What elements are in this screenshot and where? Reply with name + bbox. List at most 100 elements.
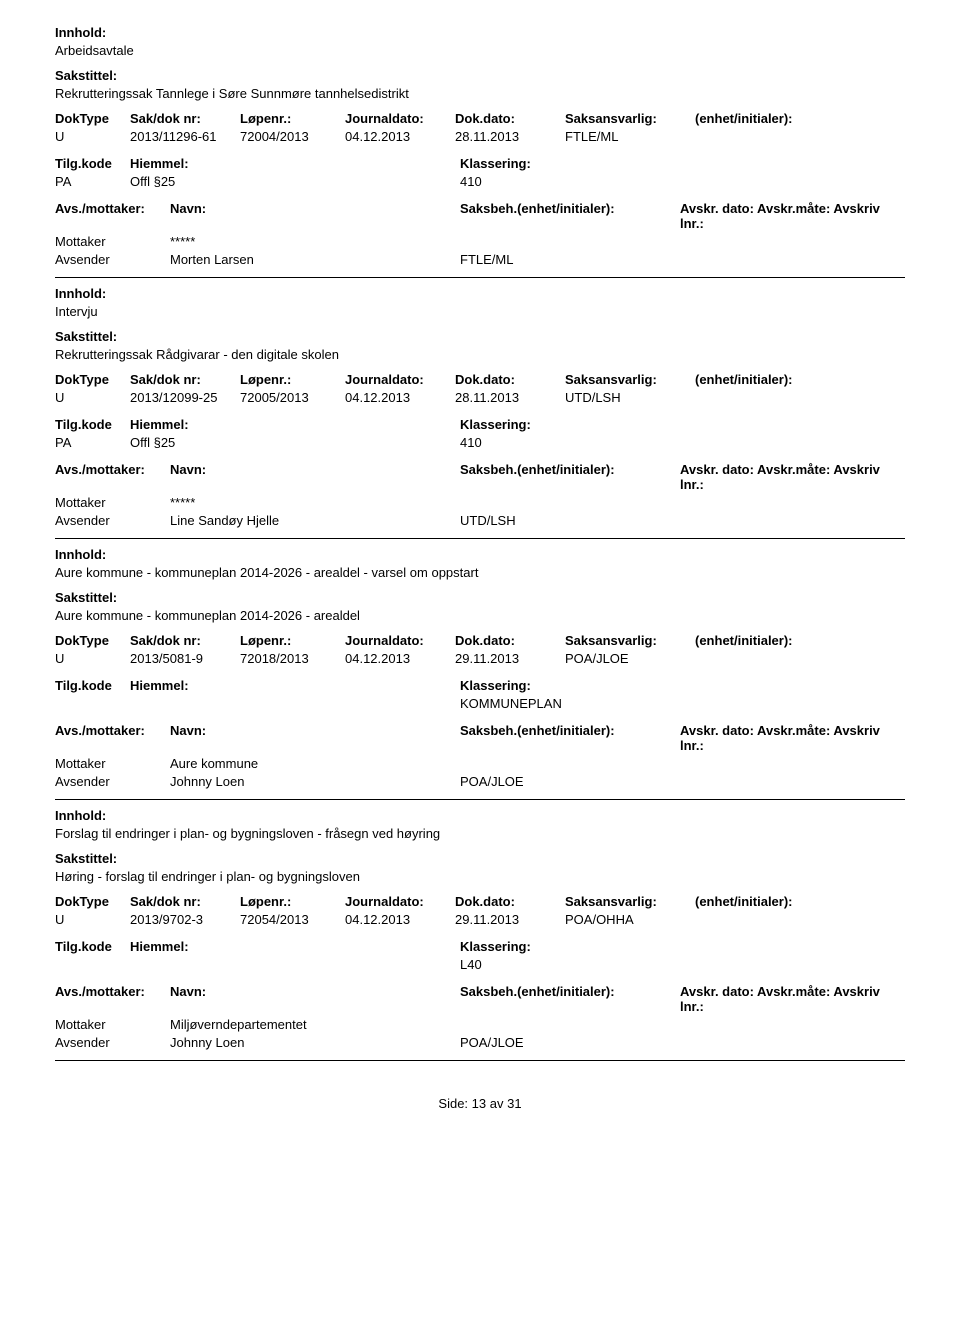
lopenr-header: Løpenr.: bbox=[240, 894, 345, 909]
sakstittel-value: Rekrutteringssak Rådgivarar - den digita… bbox=[55, 347, 905, 362]
doktype-header: DokType bbox=[55, 372, 130, 387]
mottaker-row: Mottaker Aure kommune bbox=[55, 756, 905, 771]
avsender-label: Avsender bbox=[55, 774, 170, 789]
av-label: av bbox=[490, 1096, 504, 1111]
sakdok-value: 2013/9702-3 bbox=[130, 912, 240, 927]
avsender-row: Avsender Johnny Loen POA/JLOE bbox=[55, 774, 905, 789]
record-divider bbox=[55, 277, 905, 278]
navn-header: Navn: bbox=[170, 723, 460, 753]
lopenr-header: Løpenr.: bbox=[240, 633, 345, 648]
lopenr-value: 72018/2013 bbox=[240, 651, 345, 666]
avskr-header: Avskr. dato: Avskr.måte: Avskriv lnr.: bbox=[680, 462, 905, 492]
journal-record: Innhold: Forslag til endringer i plan- o… bbox=[55, 808, 905, 1050]
avsender-saksbeh: POA/JLOE bbox=[460, 1035, 680, 1050]
mottaker-navn: ***** bbox=[170, 234, 460, 249]
journaldato-header: Journaldato: bbox=[345, 633, 455, 648]
lopenr-header: Løpenr.: bbox=[240, 372, 345, 387]
klassering-header: Klassering: bbox=[460, 417, 905, 432]
sakstittel-label: Sakstittel: bbox=[55, 329, 905, 344]
saksbeh-header: Saksbeh.(enhet/initialer): bbox=[460, 984, 680, 1014]
meta-values: U 2013/9702-3 72054/2013 04.12.2013 29.1… bbox=[55, 912, 905, 927]
avskr-header: Avskr. dato: Avskr.måte: Avskriv lnr.: bbox=[680, 984, 905, 1014]
klassering-value: L40 bbox=[460, 957, 905, 972]
saksansvarlig-header: Saksansvarlig: bbox=[565, 894, 695, 909]
avsender-label: Avsender bbox=[55, 252, 170, 267]
doktype-header: DokType bbox=[55, 111, 130, 126]
mottaker-navn: ***** bbox=[170, 495, 460, 510]
navn-header: Navn: bbox=[170, 462, 460, 492]
lopenr-value: 72054/2013 bbox=[240, 912, 345, 927]
sakdok-header: Sak/dok nr: bbox=[130, 372, 240, 387]
avsender-row: Avsender Johnny Loen POA/JLOE bbox=[55, 1035, 905, 1050]
saksansvarlig-value: POA/OHHA bbox=[565, 912, 695, 927]
klassering-value: 410 bbox=[460, 435, 905, 450]
navn-header: Navn: bbox=[170, 984, 460, 1014]
innhold-label: Innhold: bbox=[55, 25, 905, 40]
dokdato-value: 28.11.2013 bbox=[455, 390, 565, 405]
sakdok-header: Sak/dok nr: bbox=[130, 111, 240, 126]
enhet-header: (enhet/initialer): bbox=[695, 111, 905, 126]
tilgkode-value: PA bbox=[55, 174, 130, 189]
sakdok-value: 2013/11296-61 bbox=[130, 129, 240, 144]
dokdato-header: Dok.dato: bbox=[455, 372, 565, 387]
avsender-row: Avsender Morten Larsen FTLE/ML bbox=[55, 252, 905, 267]
hiemmel-value: Offl §25 bbox=[130, 435, 460, 450]
avsender-navn: Morten Larsen bbox=[170, 252, 460, 267]
meta-headers: DokType Sak/dok nr: Løpenr.: Journaldato… bbox=[55, 633, 905, 648]
saksansvarlig-header: Saksansvarlig: bbox=[565, 111, 695, 126]
innhold-value: Arbeidsavtale bbox=[55, 43, 905, 58]
tilgkode-header: Tilg.kode bbox=[55, 417, 130, 432]
doktype-value: U bbox=[55, 651, 130, 666]
avsender-saksbeh: FTLE/ML bbox=[460, 252, 680, 267]
mottaker-row: Mottaker ***** bbox=[55, 234, 905, 249]
side-label: Side: bbox=[438, 1096, 468, 1111]
record-divider bbox=[55, 538, 905, 539]
avsmottaker-header: Avs./mottaker: bbox=[55, 462, 170, 492]
sakstittel-label: Sakstittel: bbox=[55, 68, 905, 83]
tilg-values: PA Offl §25 410 bbox=[55, 174, 905, 189]
innhold-value: Intervju bbox=[55, 304, 905, 319]
journaldato-header: Journaldato: bbox=[345, 111, 455, 126]
tilg-headers: Tilg.kode Hiemmel: Klassering: bbox=[55, 156, 905, 171]
avskr-header: Avskr. dato: Avskr.måte: Avskriv lnr.: bbox=[680, 723, 905, 753]
tilgkode-header: Tilg.kode bbox=[55, 939, 130, 954]
mottaker-navn: Aure kommune bbox=[170, 756, 460, 771]
klassering-header: Klassering: bbox=[460, 939, 905, 954]
dokdato-value: 29.11.2013 bbox=[455, 912, 565, 927]
sakdok-header: Sak/dok nr: bbox=[130, 894, 240, 909]
journaldato-header: Journaldato: bbox=[345, 894, 455, 909]
avsender-label: Avsender bbox=[55, 513, 170, 528]
dokdato-header: Dok.dato: bbox=[455, 894, 565, 909]
journaldato-header: Journaldato: bbox=[345, 372, 455, 387]
avsender-saksbeh: POA/JLOE bbox=[460, 774, 680, 789]
tilgkode-value: PA bbox=[55, 435, 130, 450]
hiemmel-header: Hiemmel: bbox=[130, 417, 460, 432]
tilg-headers: Tilg.kode Hiemmel: Klassering: bbox=[55, 939, 905, 954]
hiemmel-value bbox=[130, 957, 460, 972]
record-divider bbox=[55, 1060, 905, 1061]
doktype-value: U bbox=[55, 390, 130, 405]
lopenr-header: Løpenr.: bbox=[240, 111, 345, 126]
tilgkode-header: Tilg.kode bbox=[55, 156, 130, 171]
lopenr-value: 72004/2013 bbox=[240, 129, 345, 144]
page-number: 13 bbox=[472, 1096, 486, 1111]
avsmottaker-header: Avs./mottaker: bbox=[55, 984, 170, 1014]
sakstittel-label: Sakstittel: bbox=[55, 851, 905, 866]
avs-headers: Avs./mottaker: Navn: Saksbeh.(enhet/init… bbox=[55, 723, 905, 753]
saksansvarlig-header: Saksansvarlig: bbox=[565, 372, 695, 387]
doktype-value: U bbox=[55, 129, 130, 144]
doktype-header: DokType bbox=[55, 633, 130, 648]
avsmottaker-header: Avs./mottaker: bbox=[55, 723, 170, 753]
saksbeh-header: Saksbeh.(enhet/initialer): bbox=[460, 723, 680, 753]
klassering-header: Klassering: bbox=[460, 678, 905, 693]
innhold-label: Innhold: bbox=[55, 808, 905, 823]
journal-record: Innhold: Arbeidsavtale Sakstittel: Rekru… bbox=[55, 25, 905, 267]
meta-values: U 2013/5081-9 72018/2013 04.12.2013 29.1… bbox=[55, 651, 905, 666]
tilgkode-value bbox=[55, 957, 130, 972]
mottaker-label: Mottaker bbox=[55, 1017, 170, 1032]
doktype-value: U bbox=[55, 912, 130, 927]
dokdato-header: Dok.dato: bbox=[455, 633, 565, 648]
enhet-header: (enhet/initialer): bbox=[695, 633, 905, 648]
sakstittel-value: Aure kommune - kommuneplan 2014-2026 - a… bbox=[55, 608, 905, 623]
klassering-header: Klassering: bbox=[460, 156, 905, 171]
